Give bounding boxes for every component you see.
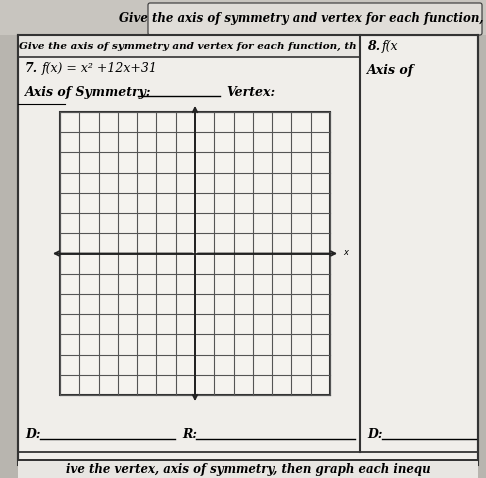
FancyBboxPatch shape (148, 3, 482, 35)
Text: ive the vertex, axis of symmetry, then graph each inequ: ive the vertex, axis of symmetry, then g… (66, 463, 430, 476)
Text: D:: D: (25, 428, 40, 442)
Text: Give the axis of symmetry and vertex for each function, th: Give the axis of symmetry and vertex for… (119, 11, 486, 24)
Bar (18, 460, 478, 478)
Bar (60, 112, 330, 395)
Text: f(x: f(x (382, 40, 399, 53)
Text: D:: D: (367, 428, 382, 442)
Text: 8.: 8. (367, 40, 380, 53)
Bar (18, 35, 478, 465)
Text: f(x) = x² +12x+31: f(x) = x² +12x+31 (42, 62, 158, 75)
Text: Vertex:: Vertex: (226, 86, 275, 98)
Bar (18, 35, 360, 57)
Text: x: x (343, 248, 348, 257)
Text: Give the axis of symmetry and vertex for each function, th: Give the axis of symmetry and vertex for… (19, 42, 357, 51)
Text: Axis of: Axis of (367, 64, 414, 76)
Text: 7.: 7. (25, 62, 38, 75)
Bar (60, 112, 330, 395)
Text: R:: R: (182, 428, 197, 442)
Bar (0, 0, 486, 35)
Text: Axis of Symmetry:: Axis of Symmetry: (25, 86, 152, 98)
